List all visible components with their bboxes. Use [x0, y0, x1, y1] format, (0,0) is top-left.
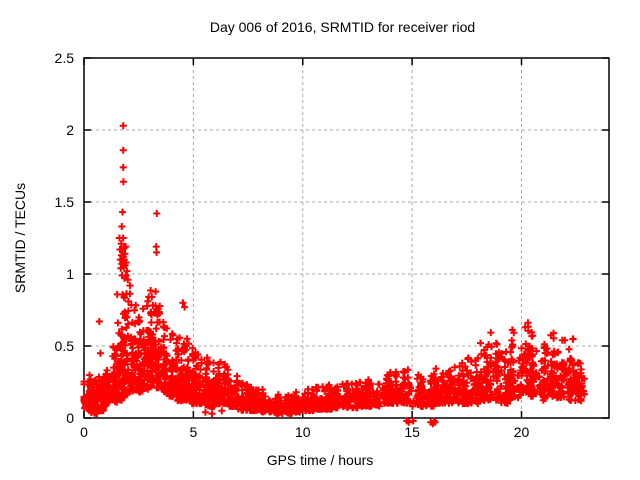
x-tick-label: 0	[80, 424, 88, 440]
data-points	[80, 122, 588, 428]
x-axis-label: GPS time / hours	[267, 452, 374, 468]
y-tick-label: 2.5	[55, 50, 75, 66]
x-tick-label: 15	[404, 424, 420, 440]
y-tick-label: 0	[66, 410, 74, 426]
x-tick-label: 20	[514, 424, 530, 440]
y-tick-label: 2	[66, 122, 74, 138]
plot-border	[83, 57, 610, 419]
x-tick-label: 10	[295, 424, 311, 440]
chart-title: Day 006 of 2016, SRMTID for receiver rio…	[210, 19, 475, 35]
x-tick-label: 5	[189, 424, 197, 440]
scatter-markers	[80, 122, 588, 428]
tick-labels: 0 5 10 15 20 0 0.5 1 1.5 2 2.5	[55, 50, 530, 440]
y-axis-label: SRMTID / TECUs	[12, 183, 28, 293]
y-tick-label: 0.5	[55, 338, 75, 354]
y-tick-label: 1.5	[55, 194, 75, 210]
y-tick-label: 1	[66, 266, 74, 282]
